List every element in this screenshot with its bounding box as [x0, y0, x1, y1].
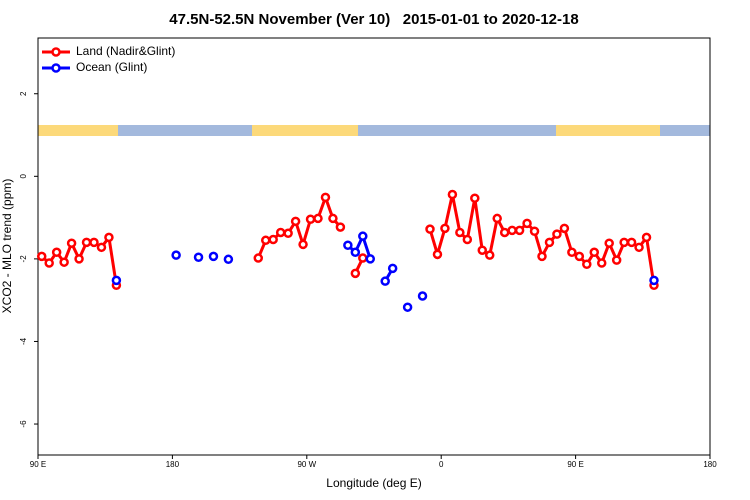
- data-point: [619, 237, 629, 248]
- x-tick-label: 180: [166, 460, 180, 469]
- data-point: [74, 254, 84, 264]
- data-point: [44, 258, 54, 268]
- data-point: [634, 242, 644, 253]
- data-point: [567, 247, 577, 258]
- data-point: [582, 259, 592, 270]
- y-tick-label: -6: [19, 420, 28, 428]
- data-point: [171, 250, 181, 260]
- data-point: [260, 235, 271, 246]
- data-point: [223, 254, 234, 265]
- chart-title: 47.5N-52.5N November (Ver 10) 2015-01-01…: [169, 11, 578, 28]
- data-point: [66, 238, 77, 248]
- legend-marker: [51, 63, 61, 73]
- data-point: [477, 245, 488, 255]
- data-point: [604, 238, 614, 248]
- y-tick-label: 2: [19, 91, 28, 96]
- data-point: [470, 193, 480, 203]
- data-point: [313, 213, 323, 224]
- data-point: [552, 229, 562, 239]
- data-point: [365, 254, 376, 264]
- y-tick-label: 0: [19, 174, 28, 179]
- data-point: [298, 239, 308, 250]
- data-point: [522, 218, 532, 229]
- ocean-strip: [358, 125, 556, 136]
- data-point: [350, 247, 361, 258]
- data-point: [649, 275, 659, 286]
- data-point: [320, 192, 331, 203]
- y-tick-label: -2: [19, 255, 28, 263]
- data-point: [440, 223, 450, 234]
- data-point: [425, 224, 435, 234]
- data-point: [193, 252, 204, 262]
- data-point: [51, 247, 62, 258]
- data-point: [596, 258, 607, 268]
- data-point: [111, 275, 122, 286]
- data-point: [104, 232, 114, 243]
- x-tick-label: 180: [703, 460, 717, 469]
- data-point: [417, 291, 428, 301]
- data-point: [559, 223, 570, 234]
- data-point: [36, 251, 47, 262]
- data-point: [290, 216, 301, 227]
- data-point: [358, 231, 368, 241]
- data-point: [268, 234, 278, 245]
- data-point: [275, 227, 286, 238]
- data-point: [96, 242, 107, 253]
- data-point: [574, 251, 585, 262]
- data-point: [537, 251, 547, 262]
- data-point: [514, 225, 525, 236]
- land-mask-strip: [38, 125, 710, 136]
- data-point: [358, 253, 368, 263]
- data-point: [432, 249, 443, 260]
- data-point: [380, 276, 390, 286]
- data-point: [283, 228, 293, 239]
- data-point: [492, 213, 502, 224]
- data-point: [402, 302, 413, 312]
- data-point: [589, 247, 600, 258]
- data-point: [507, 225, 517, 236]
- data-point: [611, 255, 622, 265]
- data-point: [462, 234, 473, 245]
- data-point: [335, 222, 346, 232]
- data-point: [484, 250, 495, 260]
- data-point: [455, 227, 465, 238]
- data-point: [305, 214, 316, 225]
- data-point: [59, 257, 69, 267]
- data-point: [447, 189, 458, 200]
- ocean-strip: [660, 125, 710, 136]
- data-point: [387, 263, 398, 274]
- legend-label: Ocean (Glint): [76, 60, 147, 74]
- data-point: [544, 237, 555, 248]
- data-point: [499, 227, 510, 238]
- ocean-strip: [118, 125, 252, 136]
- data-point: [253, 253, 264, 263]
- series-line: [40, 192, 656, 286]
- data-point: [89, 237, 99, 248]
- legend-marker: [51, 47, 61, 57]
- x-tick-label: 90 E: [567, 460, 583, 469]
- x-tick-label: 90 W: [297, 460, 316, 469]
- x-tick-label: 90 E: [30, 460, 46, 469]
- data-point: [328, 213, 338, 224]
- data-point: [350, 268, 361, 279]
- data-point: [641, 232, 652, 243]
- data-point: [81, 237, 92, 248]
- data-point: [626, 237, 637, 248]
- data-point: [208, 251, 219, 262]
- y-tick-label: -4: [19, 337, 28, 345]
- y-axis-label: XCO2 - MLO trend (ppm): [0, 179, 14, 314]
- data-point: [529, 226, 540, 236]
- data-point: [343, 240, 353, 251]
- legend-label: Land (Nadir&Glint): [76, 44, 175, 58]
- x-tick-label: 0: [439, 460, 444, 469]
- plot-frame: [37, 37, 711, 456]
- x-axis-label: Longitude (deg E): [326, 476, 421, 490]
